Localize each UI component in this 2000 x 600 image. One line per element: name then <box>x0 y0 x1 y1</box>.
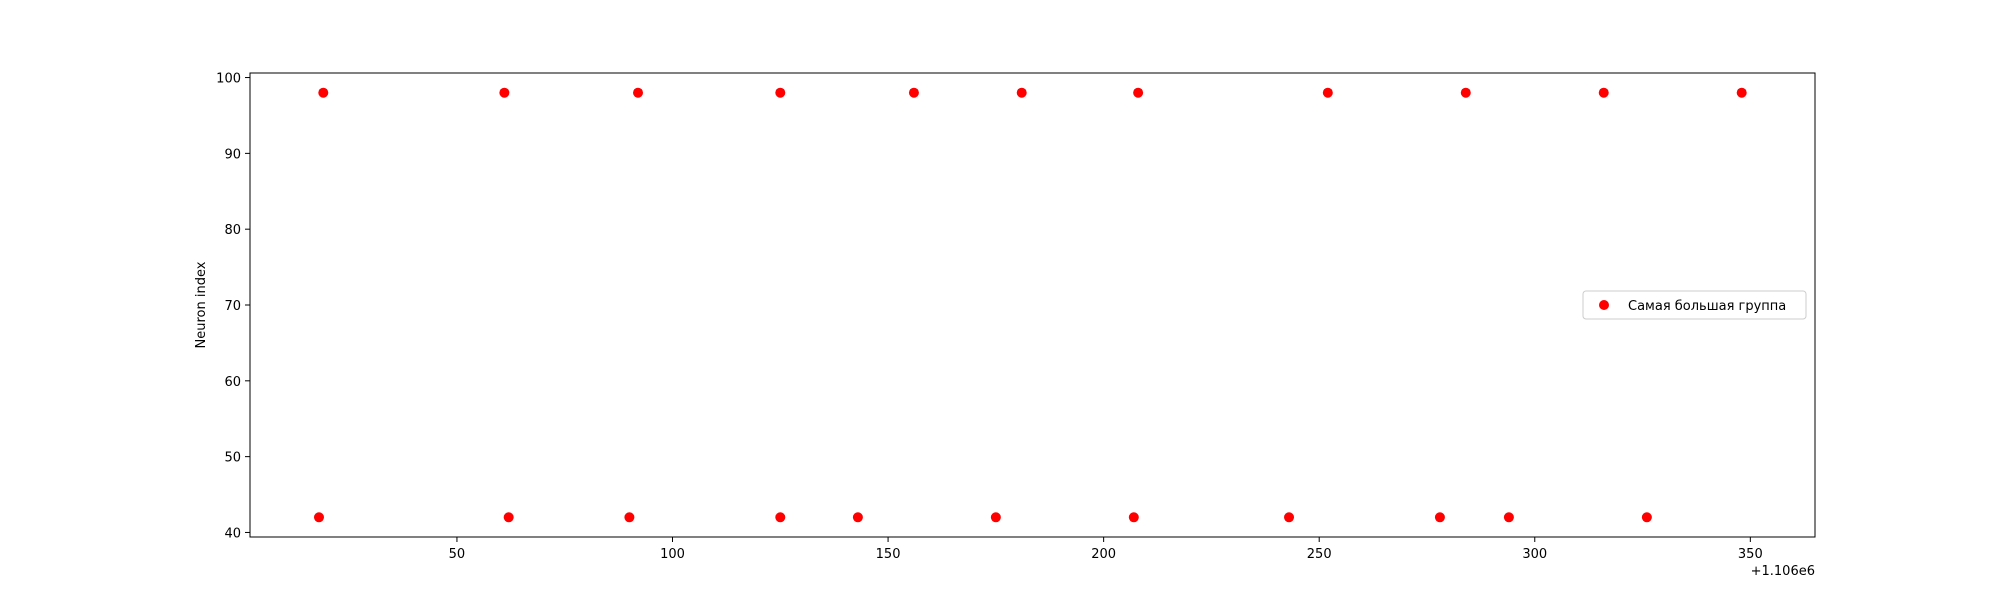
y-axis-ticks: 40 50 60 70 80 90 100 <box>216 72 250 541</box>
data-point <box>775 512 786 523</box>
y-tick-label: 100 <box>216 72 241 87</box>
legend-box <box>1582 290 1807 320</box>
data-point <box>1736 87 1747 98</box>
data-point <box>1284 512 1295 523</box>
y-axis-label: Neuron index <box>194 261 209 348</box>
data-point <box>990 512 1001 523</box>
data-point <box>499 87 510 98</box>
data-point <box>1016 87 1027 98</box>
data-point <box>503 512 514 523</box>
data-point <box>1434 512 1445 523</box>
points-layer <box>313 87 1747 523</box>
x-tick-label: 250 <box>1307 547 1332 562</box>
data-point <box>852 512 863 523</box>
y-tick-label: 90 <box>224 147 241 162</box>
data-point <box>775 87 786 98</box>
legend-marker <box>1599 300 1609 310</box>
y-tick-label: 40 <box>224 526 241 541</box>
x-tick-label: 200 <box>1091 547 1116 562</box>
data-point <box>1128 512 1139 523</box>
x-axis-ticks: 50 100 150 200 250 300 350 <box>449 537 1763 562</box>
y-tick-label: 80 <box>224 223 241 238</box>
data-point <box>624 512 635 523</box>
x-tick-label: 100 <box>660 547 685 562</box>
x-axis-offset-label: +1.106e6 <box>1751 564 1815 579</box>
legend: Самая большая группа <box>1582 290 1807 320</box>
data-point <box>908 87 919 98</box>
x-tick-label: 50 <box>449 547 466 562</box>
data-point <box>1503 512 1514 523</box>
x-tick-label: 150 <box>876 547 901 562</box>
y-tick-label: 60 <box>224 375 241 390</box>
data-point <box>1641 512 1652 523</box>
data-point <box>1133 87 1144 98</box>
x-tick-label: 350 <box>1738 547 1763 562</box>
data-point <box>633 87 644 98</box>
x-tick-label: 300 <box>1522 547 1547 562</box>
y-tick-label: 50 <box>224 451 241 466</box>
y-tick-label: 70 <box>224 299 241 314</box>
data-point <box>1460 87 1471 98</box>
legend-label: Самая большая группа <box>1628 299 1786 314</box>
data-point <box>313 512 324 523</box>
data-point <box>1322 87 1333 98</box>
data-point <box>318 87 329 98</box>
data-point <box>1598 87 1609 98</box>
